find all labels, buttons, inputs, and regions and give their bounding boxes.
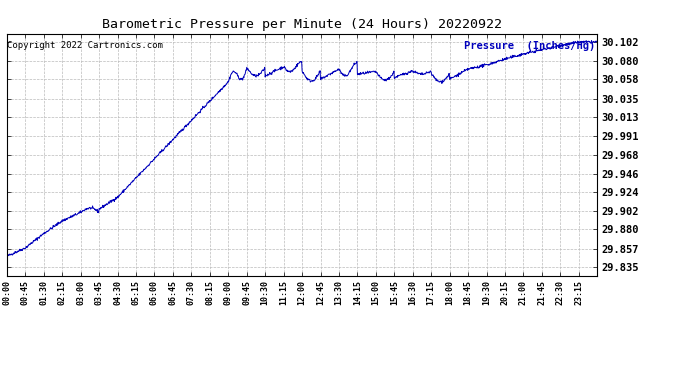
Text: Pressure  (Inches/Hg): Pressure (Inches/Hg) <box>464 41 595 51</box>
Text: Copyright 2022 Cartronics.com: Copyright 2022 Cartronics.com <box>8 41 164 50</box>
Title: Barometric Pressure per Minute (24 Hours) 20220922: Barometric Pressure per Minute (24 Hours… <box>102 18 502 31</box>
